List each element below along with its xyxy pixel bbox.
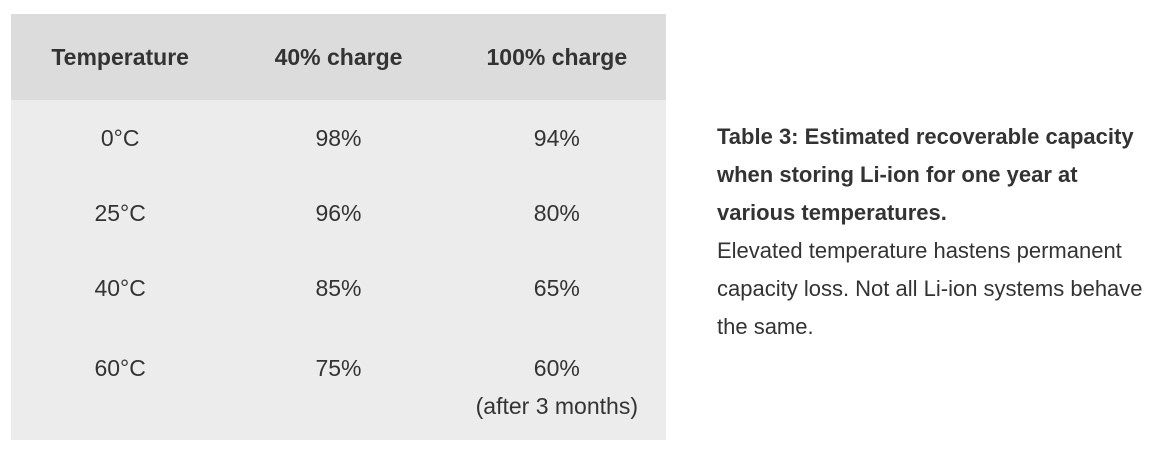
cell-100-charge: 80% (533, 199, 580, 226)
cell-100-charge-note: (after 3 months) (475, 393, 638, 419)
caption-title: Table 3: Estimated recoverable capacity … (717, 124, 1134, 225)
table-row: 0°C 98% 94% (11, 100, 666, 175)
cell-40-charge: 85% (315, 274, 362, 301)
table-header-row: Temperature 40% charge 100% charge (11, 14, 666, 100)
column-header-temperature: Temperature (51, 43, 189, 70)
table-row: 60°C 75% 60% (after 3 months) (11, 325, 666, 440)
cell-100-charge: 65% (533, 274, 580, 301)
storage-capacity-table: Temperature 40% charge 100% charge 0°C 9… (11, 14, 666, 440)
cell-40-charge: 75% (315, 355, 362, 381)
cell-100-charge-value: 60% (533, 355, 580, 381)
column-header-40-charge: 40% charge (274, 43, 403, 70)
cell-temperature: 25°C (94, 199, 146, 226)
cell-temperature: 40°C (94, 274, 146, 301)
cell-100-charge: 94% (533, 124, 580, 151)
table-row: 40°C 85% 65% (11, 250, 666, 325)
cell-temperature: 60°C (94, 355, 146, 381)
table-caption: Table 3: Estimated recoverable capacity … (717, 118, 1147, 346)
column-header-100-charge: 100% charge (486, 43, 628, 70)
table-body: 0°C 98% 94% 25°C 96% 80% 40°C 85% 65% 60… (11, 100, 666, 440)
cell-100-charge: 60% (after 3 months) (448, 349, 666, 425)
table-row: 25°C 96% 80% (11, 175, 666, 250)
caption-body: Elevated temperature hastens permanent c… (717, 238, 1143, 339)
cell-40-charge: 96% (315, 199, 362, 226)
cell-temperature: 0°C (100, 124, 140, 151)
cell-40-charge: 98% (315, 124, 362, 151)
